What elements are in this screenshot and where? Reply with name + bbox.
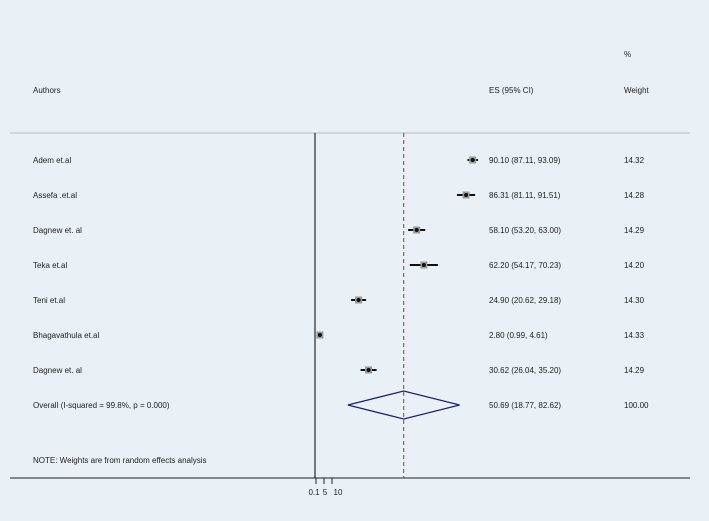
study-author: Bhagavathula et.al bbox=[33, 331, 99, 340]
study-weight: 14.20 bbox=[624, 261, 645, 270]
study-rows: Adem et.al 90.10 (87.11, 93.09) 14.32 Assef… bbox=[33, 156, 645, 375]
study-row: Assefa .et.al 86.31 (81.11, 91.51) 14.28 bbox=[33, 191, 645, 200]
study-row: Dagnew et. al 30.62 (26.04, 35.20) 14.29 bbox=[33, 366, 645, 375]
study-author: Teni et.al bbox=[33, 296, 65, 305]
x-tick-label: 5 bbox=[323, 488, 328, 497]
study-es-label: 2.80 (0.99, 4.61) bbox=[489, 331, 548, 340]
study-author: Dagnew et. al bbox=[33, 366, 82, 375]
header-weight: Weight bbox=[624, 86, 650, 95]
study-es-label: 90.10 (87.11, 93.09) bbox=[489, 156, 561, 165]
study-es-label: 58.10 (53.20, 63.00) bbox=[489, 226, 561, 235]
study-es-label: 24.90 (20.62, 29.18) bbox=[489, 296, 561, 305]
study-weight: 14.32 bbox=[624, 156, 645, 165]
overall-label: Overall (I-squared = 99.8%, p = 0.000) bbox=[33, 401, 170, 410]
study-es-label: 62.20 (54.17, 70.23) bbox=[489, 261, 561, 270]
study-author: Dagnew et. al bbox=[33, 226, 82, 235]
study-weight: 14.29 bbox=[624, 226, 645, 235]
study-weight: 14.30 bbox=[624, 296, 645, 305]
header-weight-percent: % bbox=[624, 50, 631, 59]
study-row: Teni et.al 24.90 (20.62, 29.18) 14.30 bbox=[33, 296, 645, 305]
study-es-label: 86.31 (81.11, 91.51) bbox=[489, 191, 561, 200]
study-weight: 14.29 bbox=[624, 366, 645, 375]
point-estimate bbox=[317, 333, 322, 337]
study-author: Adem et.al bbox=[33, 156, 71, 165]
point-estimate bbox=[421, 263, 426, 267]
note-text: NOTE: Weights are from random effects an… bbox=[33, 456, 207, 465]
point-estimate bbox=[470, 158, 475, 162]
point-estimate bbox=[464, 193, 469, 197]
x-tick-label: 10 bbox=[334, 488, 343, 497]
x-tick-label: 0.1 bbox=[308, 488, 320, 497]
point-estimate bbox=[414, 228, 419, 232]
overall-row: Overall (I-squared = 99.8%, p = 0.000) 50… bbox=[33, 390, 649, 420]
point-estimate bbox=[366, 368, 371, 372]
study-es-label: 30.62 (26.04, 35.20) bbox=[489, 366, 561, 375]
study-weight: 14.33 bbox=[624, 331, 645, 340]
x-axis-ticks: 0.1 5 10 bbox=[308, 478, 343, 497]
overall-weight: 100.00 bbox=[624, 401, 649, 410]
header-es: ES (95% CI) bbox=[489, 86, 534, 95]
overall-es-label: 50.69 (18.77, 82.62) bbox=[489, 401, 561, 410]
study-author: Teka et.al bbox=[33, 261, 67, 270]
point-estimate bbox=[356, 298, 361, 302]
header-authors: Authors bbox=[33, 86, 61, 95]
study-row: Bhagavathula et.al 2.80 (0.99, 4.61) 14.33 bbox=[33, 331, 645, 340]
study-row: Adem et.al 90.10 (87.11, 93.09) 14.32 bbox=[33, 156, 645, 165]
overall-diamond bbox=[347, 390, 460, 420]
study-row: Dagnew et. al 58.10 (53.20, 63.00) 14.29 bbox=[33, 226, 645, 235]
study-row: Teka et.al 62.20 (54.17, 70.23) 14.20 bbox=[33, 261, 645, 270]
study-author: Assefa .et.al bbox=[33, 191, 77, 200]
study-weight: 14.28 bbox=[624, 191, 645, 200]
